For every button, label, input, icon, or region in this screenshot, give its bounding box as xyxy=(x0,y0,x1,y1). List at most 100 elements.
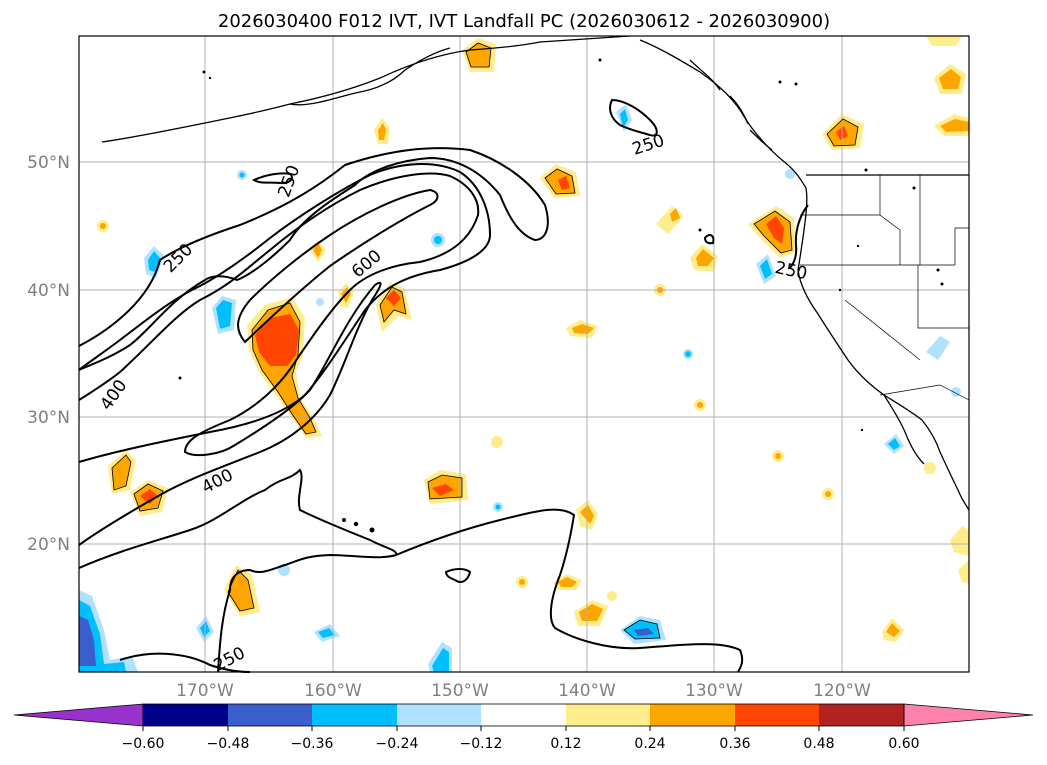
positive-anomaly-patch xyxy=(939,69,961,89)
positive-anomaly-patch xyxy=(926,36,962,46)
colorbar-tick-label: −0.36 xyxy=(291,736,334,752)
positive-anomaly-patch xyxy=(228,570,254,611)
anomaly-outlines xyxy=(111,42,859,640)
ivt-contour-400 xyxy=(78,163,492,457)
colorbar-segment xyxy=(819,704,904,726)
positive-anomaly-patch xyxy=(255,314,299,366)
positive-anomaly-patch xyxy=(140,489,158,504)
positive-anomaly-patch xyxy=(558,577,577,587)
colorbar-segment xyxy=(228,704,312,726)
ivt-contour-400-south xyxy=(78,281,382,546)
lat-label: 30°N xyxy=(27,408,70,428)
lat-label: 20°N xyxy=(27,535,70,555)
positive-anomaly-dot xyxy=(924,462,936,474)
positive-anomaly-dot xyxy=(100,223,106,229)
colorbar-extend-left xyxy=(13,703,144,727)
us-west-coast xyxy=(797,187,970,511)
positive-anomaly-patch xyxy=(558,176,570,190)
positive-anomaly-patch xyxy=(958,560,969,584)
ivt-contour-250-southeast xyxy=(395,508,744,673)
negative-anomaly-patch xyxy=(79,616,96,666)
ivt-contour-600 xyxy=(237,188,439,344)
negative-anomaly-dot xyxy=(316,298,324,306)
ivt-contour-250-northwest xyxy=(251,172,293,185)
positive-anomaly-patch xyxy=(386,290,401,306)
negative-anomaly-patch xyxy=(926,336,950,360)
lon-label: 160°W xyxy=(304,681,362,701)
ivt-contour-250-south xyxy=(78,468,398,673)
positive-anomaly-patch xyxy=(886,623,900,637)
ivt-contour-250-bottom xyxy=(119,652,251,673)
ivt-contours xyxy=(78,98,809,673)
colorbar-tick-label: 0.60 xyxy=(888,736,919,752)
negative-anomaly-dot xyxy=(785,169,795,179)
positive-anomaly-dot xyxy=(825,491,831,497)
latitude-labels: 50°N 40°N 30°N 20°N xyxy=(27,153,70,555)
longitude-labels: 170°W 160°W 150°W 140°W 130°W 120°W xyxy=(176,681,871,701)
colorbar-segment xyxy=(143,704,228,726)
positive-anomaly-patch xyxy=(670,208,680,222)
positive-anomaly-dot xyxy=(697,402,703,408)
colorbar-tick-label: 0.48 xyxy=(803,736,834,752)
positive-anomaly-patch xyxy=(378,123,386,140)
negative-anomaly-dot xyxy=(951,387,961,397)
ivt-contour-island xyxy=(444,568,472,583)
map-title: 2026030400 F012 IVT, IVT Landfall PC (20… xyxy=(218,11,830,32)
lon-label: 130°W xyxy=(685,681,743,701)
lat-label: 40°N xyxy=(27,281,70,301)
bc-coast-detail xyxy=(689,59,773,151)
lat-label: 50°N xyxy=(27,153,70,173)
colorbar-segment xyxy=(397,704,481,726)
positive-anomaly-patch xyxy=(940,119,969,132)
negative-anomaly-dot xyxy=(434,236,442,244)
colorbar-tick-label: −0.12 xyxy=(460,736,503,752)
lon-label: 120°W xyxy=(813,681,871,701)
negative-anomaly-patch xyxy=(888,438,900,450)
colorbar: −0.60 −0.48 −0.36 −0.24 −0.12 0.12 0.24 … xyxy=(13,703,1034,752)
positive-anomaly-patch xyxy=(579,604,603,621)
ivt-contour-small xyxy=(703,234,715,245)
negative-anomaly-dot xyxy=(239,172,245,178)
positive-anomaly-patch xyxy=(696,249,714,266)
colorbar-tick-label: 0.24 xyxy=(634,736,665,752)
positive-anomaly-patch xyxy=(766,216,784,244)
negative-anomaly-patch xyxy=(432,648,449,672)
colorbar-tick-label: −0.48 xyxy=(207,736,250,752)
positive-anomaly-dot xyxy=(519,579,525,585)
lon-label: 140°W xyxy=(558,681,616,701)
islands xyxy=(178,58,944,533)
negative-anomaly-patch xyxy=(620,109,628,128)
colorbar-tick-label: 0.12 xyxy=(550,736,581,752)
positive-anomaly-patch xyxy=(572,324,594,334)
colorbar-segment xyxy=(481,704,566,726)
lon-label: 170°W xyxy=(176,681,234,701)
positive-anomaly-dot xyxy=(491,436,503,448)
baja-coast xyxy=(883,394,925,465)
ivt-contour-250-north xyxy=(609,98,658,137)
negative-anomaly-patch xyxy=(318,628,335,638)
coastlines xyxy=(101,35,970,511)
positive-anomaly-patch xyxy=(313,243,322,258)
positive-anomaly-dot xyxy=(775,453,781,459)
colorbar-tick-label: −0.60 xyxy=(122,736,165,752)
positive-anomaly-dot xyxy=(607,591,617,601)
colorbar-tick-label: 0.36 xyxy=(719,736,750,752)
negative-anomaly-patch xyxy=(634,628,654,636)
graticule xyxy=(79,36,969,672)
colorbar-segment xyxy=(735,704,819,726)
state-borders xyxy=(800,175,970,401)
positive-anomaly-patch xyxy=(950,526,969,556)
map-panel: 250 250 250 250 250 400 400 600 xyxy=(78,35,970,676)
colorbar-segment xyxy=(650,704,735,726)
negative-anomaly-patch xyxy=(216,300,232,329)
negative-anomaly-patch xyxy=(760,259,772,279)
colorbar-tick-label: −0.24 xyxy=(376,736,419,752)
colorbar-segment xyxy=(566,704,650,726)
colorbar-extend-right xyxy=(903,703,1034,727)
alaska-peninsula xyxy=(289,47,451,106)
lon-label: 150°W xyxy=(431,681,489,701)
colorbar-segment xyxy=(312,704,397,726)
negative-anomaly-dot xyxy=(685,351,691,357)
negative-anomaly-dot xyxy=(495,504,501,510)
